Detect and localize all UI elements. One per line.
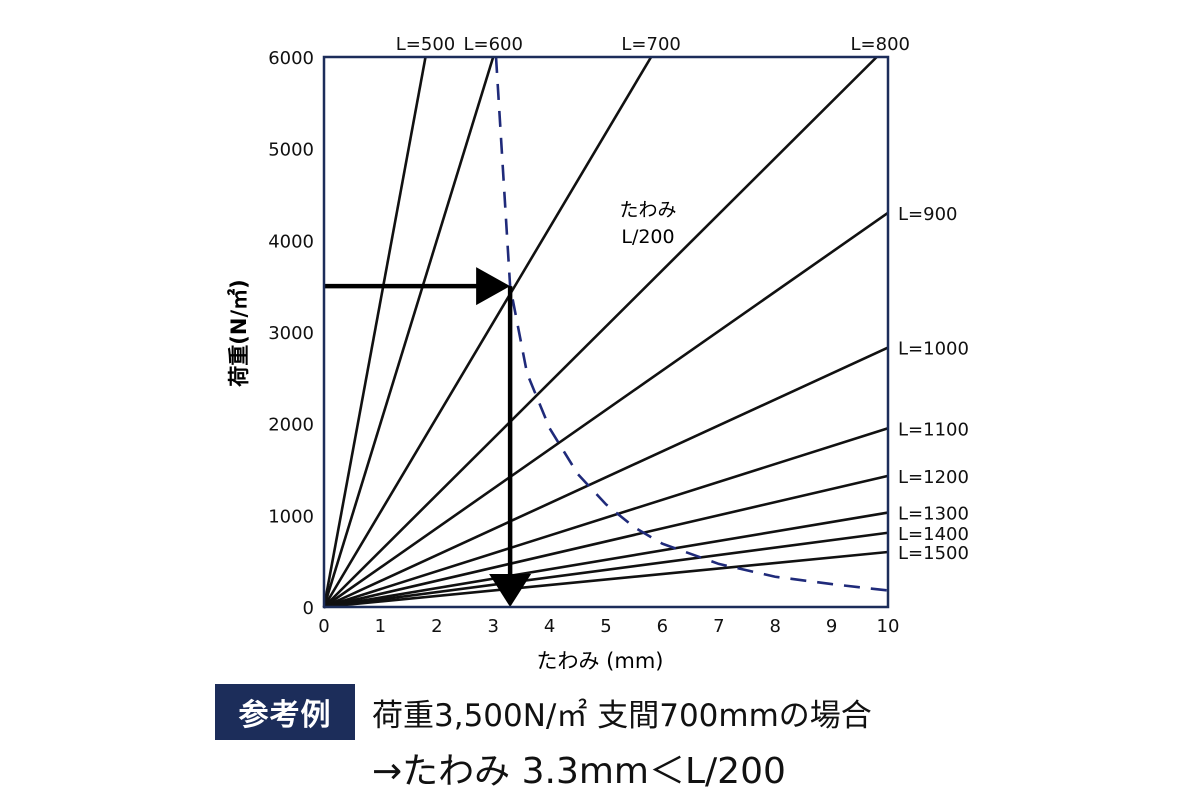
x-tick-label: 0 [318,616,329,637]
series-line-l-1000 [323,346,889,609]
y-tick-label: 4000 [268,231,314,252]
series-label-l-1100: L=1100 [898,419,969,440]
example-arrowhead-right [476,267,511,306]
series-label-l-1400: L=1400 [898,524,969,545]
x-tick-label: 6 [657,616,668,637]
y-tick-label: 6000 [268,48,314,69]
example-description: 荷重3,500N/㎡ 支間700mmの場合 [372,698,872,734]
limit-curve-l200 [494,56,889,592]
series-label-l-600: L=600 [463,34,522,55]
chart: 0 1 2 3 4 5 6 7 8 9 10 0 1000 2000 3000 4000 5000 6000 L=… [227,34,969,673]
series-label-l-900: L=900 [898,204,957,225]
series-label-l-1000: L=1000 [898,339,969,360]
x-axis-label: たわみ (mm) [537,649,664,673]
y-tick-label: 5000 [268,140,314,161]
series-label-l-500: L=500 [396,34,455,55]
y-tick-label: 3000 [268,323,314,344]
series-line-l-600 [322,56,495,608]
y-axis-label: 荷重(N/㎡) [227,279,251,386]
limit-curve-label: たわみ [619,199,676,221]
series-line-l-1200 [323,474,889,609]
plot-frame [322,55,890,609]
series-line-l-700 [322,56,653,608]
x-tick-label: 2 [431,616,442,637]
example-badge: 参考例 [215,684,355,740]
series-line-l-800 [323,56,878,608]
x-tick-label: 9 [826,616,837,637]
series-label-l-1200: L=1200 [898,467,969,488]
x-tick-label: 4 [544,616,555,637]
series-line-l-1300 [323,511,889,609]
x-tick-label: 10 [877,616,900,637]
x-tick-label: 3 [487,616,498,637]
y-tick-label: 0 [303,598,314,619]
example-result: →たわみ 3.3mm＜L/200 [372,751,786,792]
series-line-l-1500 [323,550,889,609]
example-arrow [324,267,532,607]
series-line-l-500 [322,56,427,608]
series-line-l-900 [323,211,889,609]
series-label-l-800: L=800 [851,34,910,55]
series-label-l-1500: L=1500 [898,543,969,564]
series-lines [322,56,889,609]
x-tick-label: 7 [713,616,724,637]
y-tick-label: 2000 [268,415,314,436]
series-labels: L=500 L=600 L=700 L=800 L=900 L=1000 L=1100 L=1… [396,34,969,564]
series-label-l-1300: L=1300 [898,504,969,525]
x-tick-label: 8 [769,616,780,637]
series-line-l-1400 [323,531,889,609]
series-label-l-700: L=700 [621,34,680,55]
series-line-l-1100 [323,427,889,609]
limit-curve-label-2: L/200 [621,226,674,248]
axis-ticks: 0 1 2 3 4 5 6 7 8 9 10 0 1000 2000 3000 4000 5000 6000 [268,48,899,637]
example-arrowhead-down [489,574,532,607]
x-tick-label: 1 [375,616,386,637]
x-tick-label: 5 [600,616,611,637]
y-tick-label: 1000 [268,506,314,527]
